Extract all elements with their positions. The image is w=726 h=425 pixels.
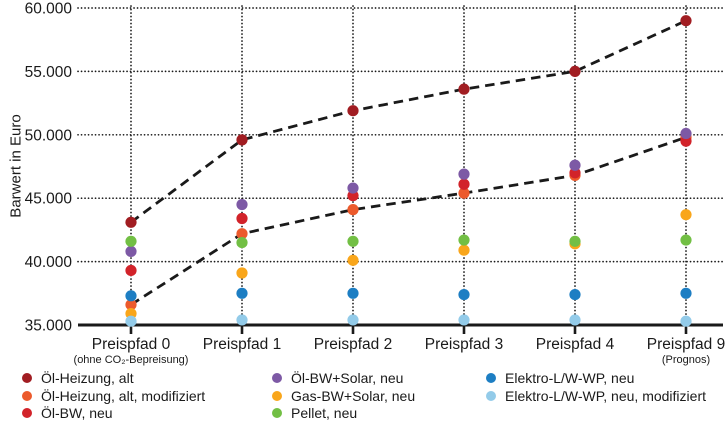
legend-column: Öl-BW+Solar, neu Gas-BW+Solar, neu Pellet,… — [272, 370, 416, 424]
data-point — [236, 198, 248, 211]
data-point — [125, 299, 137, 311]
x-category-label: Preispfad 3 — [425, 336, 503, 353]
y-tick-label: 55.000 — [25, 64, 73, 81]
data-point — [569, 65, 581, 77]
x-category-label: Preispfad 1 — [203, 336, 281, 353]
legend-item-label: Öl-BW+Solar, neu — [291, 370, 404, 386]
scatter-chart: 35.000 40.000 45.000 50.000 55.000 60.000 Prei… — [25, 1, 726, 367]
data-point — [236, 212, 248, 225]
data-point — [680, 127, 692, 140]
data-point — [236, 236, 248, 249]
data-point — [347, 182, 359, 194]
data-point — [458, 168, 470, 180]
data-point — [125, 264, 137, 277]
data-point — [347, 314, 359, 326]
legend-item: Öl-Heizung, alt, modifiziert — [22, 387, 206, 404]
legend-dot-icon — [22, 373, 32, 383]
data-point — [347, 254, 359, 266]
data-point — [236, 228, 248, 240]
legend-dot-icon — [22, 390, 32, 401]
legend-item: Elektro-L/W-WP, neu, modifiziert — [486, 387, 706, 404]
data-point — [236, 287, 248, 299]
data-point — [236, 267, 248, 279]
y-tick-label: 35.000 — [25, 318, 73, 335]
legend-dot-icon — [272, 390, 282, 401]
legend-column: Elektro-L/W-WP, neu Elektro-L/W-WP, neu, … — [486, 370, 706, 406]
data-point — [680, 287, 692, 299]
legend-dot-icon — [486, 373, 496, 383]
x-category-label: Preispfad 9 — [647, 336, 725, 353]
x-category-label: Preispfad 0 — [92, 336, 171, 353]
legend-item-label: Öl-Heizung, alt — [41, 370, 134, 386]
trend-line — [130, 19, 687, 224]
data-point — [569, 235, 581, 247]
data-point — [680, 315, 692, 327]
x-category-sublabel: (Prognos) — [662, 354, 710, 366]
legend-item: Pellet, neu — [272, 405, 415, 421]
legend-item: Öl-BW, neu — [22, 405, 205, 421]
data-point — [680, 209, 692, 221]
data-point — [680, 15, 692, 27]
legend-item-label: Pellet, neu — [291, 405, 358, 421]
trend-line — [130, 136, 687, 306]
x-category-label: Preispfad 4 — [536, 336, 615, 353]
data-point — [347, 287, 359, 299]
data-point — [458, 83, 470, 95]
data-point — [125, 235, 137, 247]
y-tick-label: 40.000 — [25, 254, 73, 271]
data-point — [680, 234, 692, 246]
legend-item-label: Elektro-L/W-WP, neu — [505, 370, 635, 386]
data-point — [125, 290, 137, 302]
data-point — [458, 244, 470, 256]
data-point — [458, 314, 470, 326]
data-point — [569, 314, 581, 326]
legend-item: Öl-BW+Solar, neu — [272, 370, 415, 386]
x-category-label: Preispfad 2 — [314, 336, 392, 353]
data-point — [125, 315, 137, 327]
data-point — [347, 105, 359, 117]
legend-item-label: Öl-BW, neu — [41, 405, 113, 421]
data-point — [347, 204, 359, 216]
data-point — [458, 178, 470, 190]
legend-dot-icon — [486, 390, 496, 401]
y-tick-label: 60.000 — [25, 1, 73, 18]
data-point — [236, 314, 248, 326]
data-point — [569, 159, 581, 171]
data-point — [569, 288, 581, 301]
data-point — [236, 134, 248, 146]
data-point — [458, 234, 470, 246]
legend-item-label: Gas-BW+Solar, neu — [291, 387, 416, 404]
legend-item-label: Elektro-L/W-WP, neu, modifiziert — [505, 387, 706, 404]
legend-item-label: Öl-Heizung, alt, modifiziert — [41, 387, 206, 404]
legend-item: Gas-BW+Solar, neu — [272, 387, 416, 404]
y-tick-label: 50.000 — [25, 127, 73, 144]
data-point — [458, 288, 470, 301]
legend-column: Öl-Heizung, alt Öl-Heizung, alt, modifizi… — [22, 370, 206, 424]
legend-item: Öl-Heizung, alt — [22, 370, 205, 386]
legend-dot-icon — [22, 408, 32, 418]
data-point — [347, 235, 359, 247]
legend-item: Elektro-L/W-WP, neu — [486, 370, 706, 386]
legend-dot-icon — [272, 373, 282, 383]
x-category-sublabel: (ohne CO₂-Bepreisung) — [74, 354, 189, 366]
chart-legend: Öl-Heizung, alt Öl-Heizung, alt, modifizi… — [0, 370, 726, 425]
y-tick-label: 45.000 — [25, 191, 73, 208]
legend-dot-icon — [272, 408, 282, 418]
data-point — [125, 245, 137, 258]
data-point — [458, 187, 470, 199]
data-point — [125, 216, 137, 228]
